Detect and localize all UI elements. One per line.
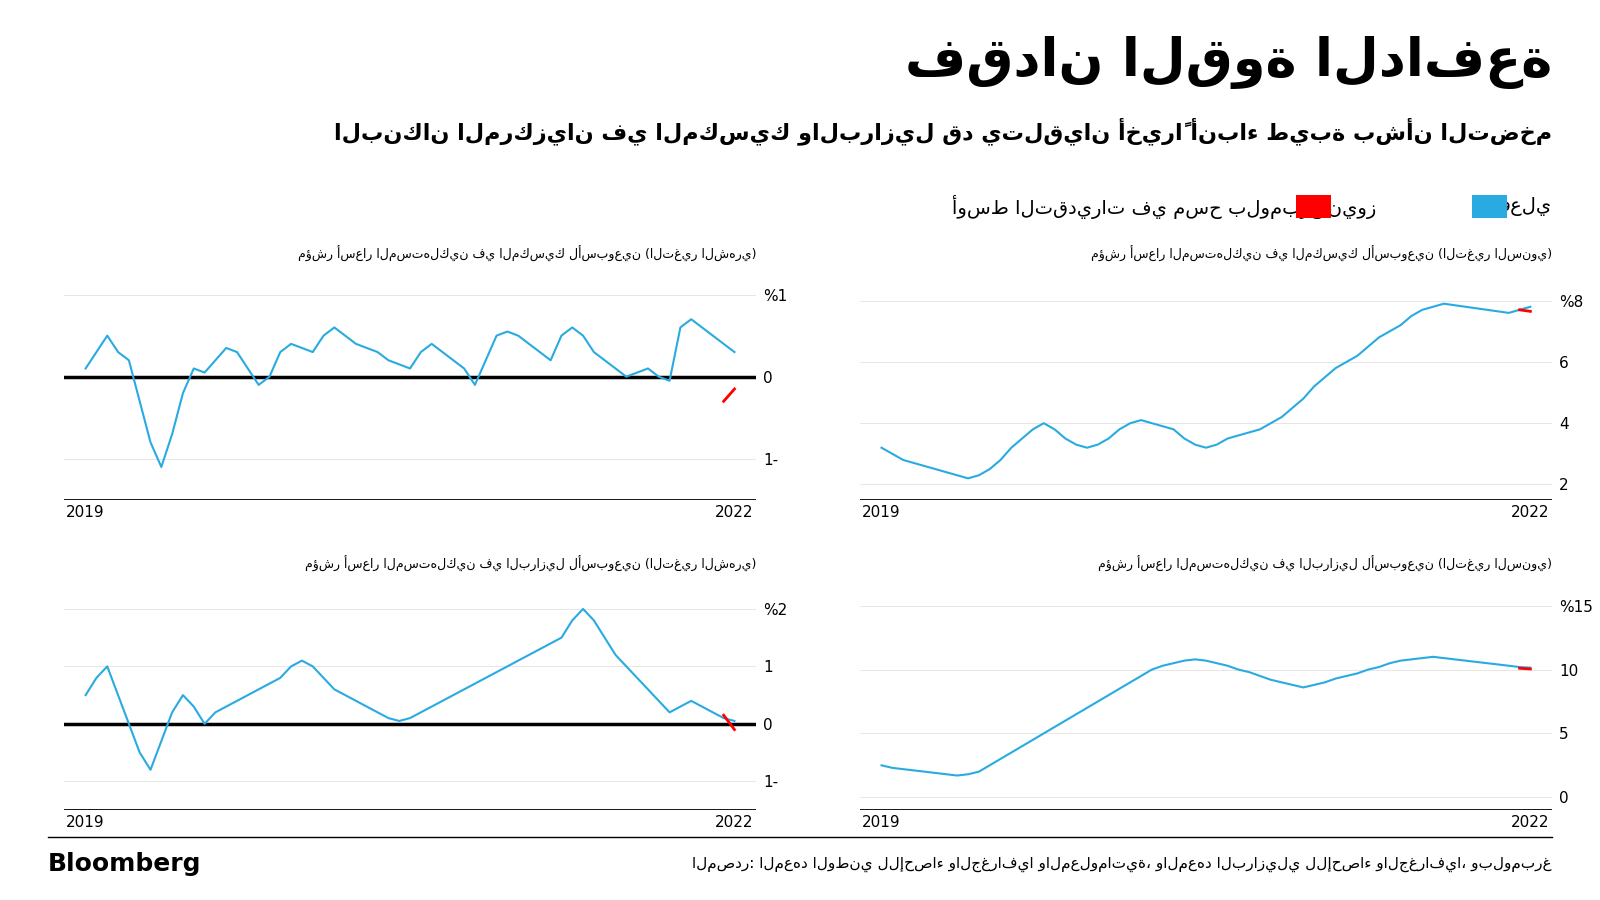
Text: فقدان القوة الدافعة: فقدان القوة الدافعة <box>904 36 1552 89</box>
Text: فعلي: فعلي <box>1491 197 1552 217</box>
Text: مؤشر أسعار المستهلكين في المكسيك لأسبوعين (التغير الشهري): مؤشر أسعار المستهلكين في المكسيك لأسبوعي… <box>298 246 757 262</box>
Text: أوسط التقديرات في مسح بلومبرغ نيوز: أوسط التقديرات في مسح بلومبرغ نيوز <box>952 195 1376 219</box>
Text: مؤشر أسعار المستهلكين في البرازيل لأسبوعين (التغير الشهري): مؤشر أسعار المستهلكين في البرازيل لأسبوع… <box>304 556 757 572</box>
Text: Bloomberg: Bloomberg <box>48 852 202 876</box>
Text: مؤشر أسعار المستهلكين في المكسيك لأسبوعين (التغير السنوي): مؤشر أسعار المستهلكين في المكسيك لأسبوعي… <box>1091 246 1552 262</box>
Text: مؤشر أسعار المستهلكين في البرازيل لأسبوعين (التغير السنوي): مؤشر أسعار المستهلكين في البرازيل لأسبوع… <box>1098 556 1552 572</box>
Text: البنكان المركزيان في المكسيك والبرازيل قد يتلقيان أخيراً أنباء طيبة بشأن التضخم: البنكان المركزيان في المكسيك والبرازيل ق… <box>334 117 1552 145</box>
Text: المصدر: المعهد الوطني للإحصاء والجغرافيا والمعلوماتية، والمعهد البرازيلي للإحصاء: المصدر: المعهد الوطني للإحصاء والجغرافيا… <box>693 857 1552 871</box>
